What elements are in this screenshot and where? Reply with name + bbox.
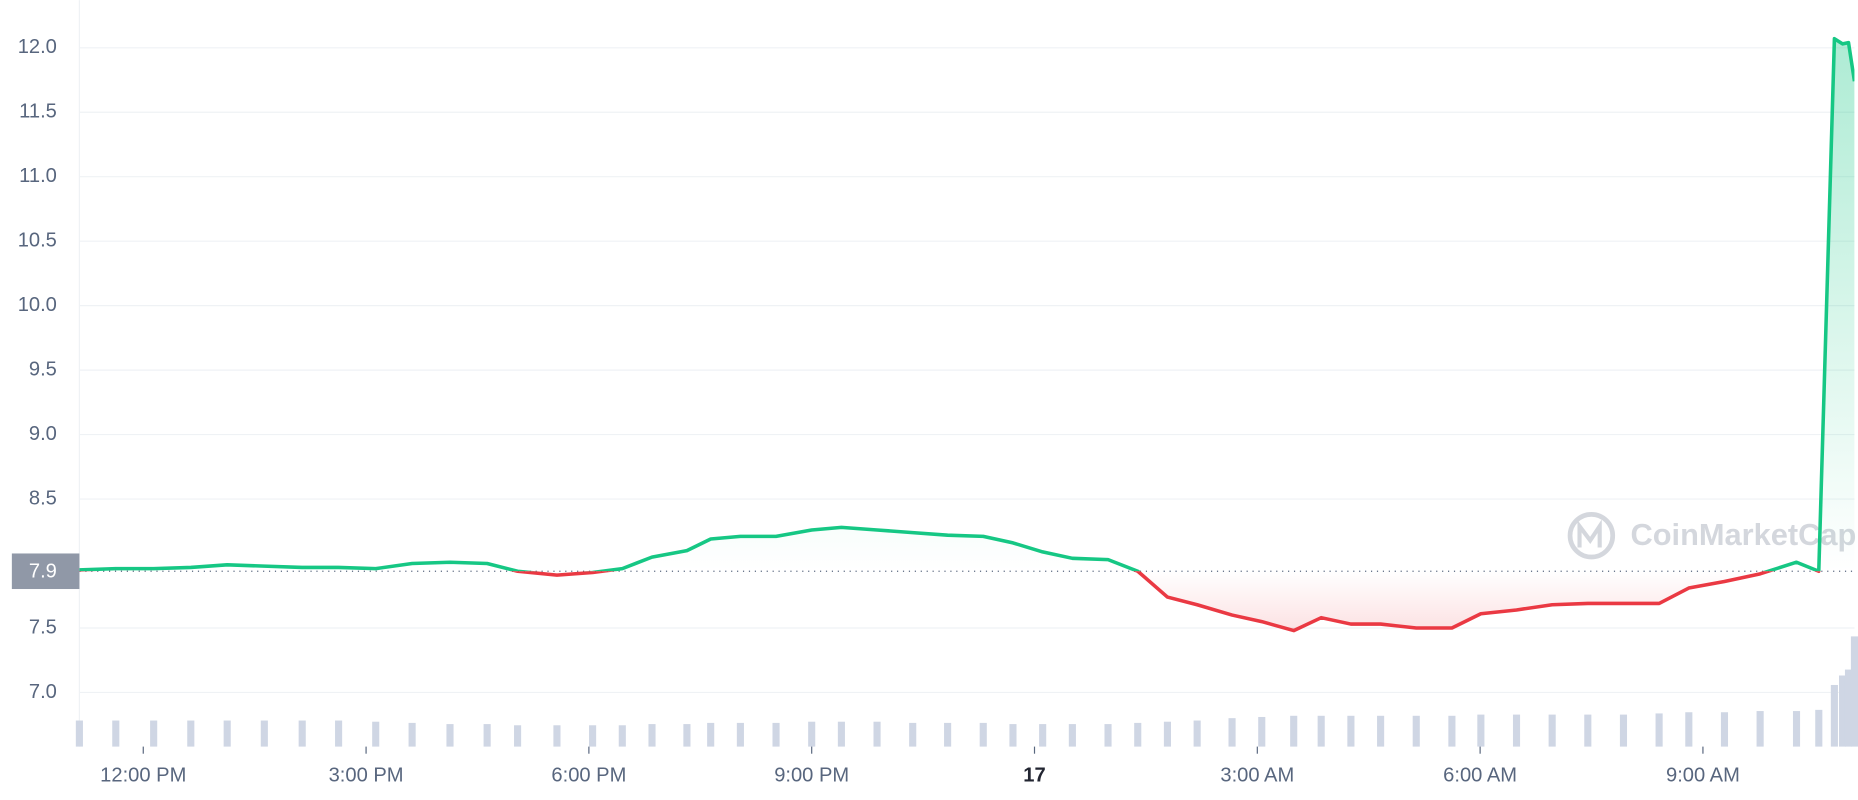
baseline-label-box <box>11 553 80 590</box>
watermark: CoinMarketCap <box>1567 511 1856 560</box>
volume-bar <box>648 724 656 747</box>
volume-bar <box>944 722 952 747</box>
volume-bar <box>1163 721 1172 747</box>
volume-bar <box>683 724 691 747</box>
x-tick-label: 3:00 AM <box>1220 765 1294 787</box>
volume-bar <box>112 720 120 747</box>
volume-bar <box>1228 718 1236 747</box>
volume-bar <box>1009 724 1017 747</box>
volume-bar <box>618 725 626 747</box>
volume-bar <box>335 720 343 747</box>
y-tick-label: 10.0 <box>18 294 57 316</box>
y-tick-label: 9.0 <box>29 423 57 445</box>
volume-bar <box>1104 724 1112 747</box>
volume-bar <box>837 721 845 747</box>
area-up <box>79 38 1855 572</box>
volume-bar <box>1792 711 1801 747</box>
volume-bar <box>1347 715 1355 747</box>
volume-bar <box>1193 720 1201 747</box>
volume-bar <box>1448 715 1456 747</box>
volume-bar <box>772 722 780 747</box>
volume-bar <box>1850 636 1858 747</box>
y-tick-label: 11.0 <box>19 165 57 187</box>
y-tick-label: 7.0 <box>29 681 57 703</box>
volume-bar <box>707 722 715 747</box>
x-tick-label: 9:00 PM <box>774 765 849 787</box>
volume-bar <box>408 722 416 747</box>
y-tick-label: 12.0 <box>18 36 57 58</box>
volume-bar <box>1412 715 1420 747</box>
volume-bar <box>1512 714 1521 747</box>
volume-bar <box>873 721 881 747</box>
watermark-logo-mark <box>1577 519 1602 548</box>
price-line-down <box>79 571 1821 633</box>
volume-bar <box>979 722 987 747</box>
volume-bar <box>446 724 454 747</box>
volume-bar <box>1377 715 1385 747</box>
volume-bar <box>1039 724 1047 747</box>
y-tick-label: 10.5 <box>18 229 57 251</box>
x-tick-label: 3:00 PM <box>329 765 404 787</box>
volume-bar <box>1548 714 1556 747</box>
volume-bar <box>1258 716 1266 747</box>
volume-bar <box>298 720 306 747</box>
x-tick-label: 12:00 PM <box>100 765 186 787</box>
volume-bar <box>1655 713 1663 747</box>
volume-bar <box>260 720 268 747</box>
volume-bar <box>1068 724 1076 747</box>
x-tick-label: 17 <box>1023 765 1045 787</box>
volume-bar <box>808 721 816 747</box>
y-tick-label: 11.5 <box>19 101 57 123</box>
volume-bar <box>1619 714 1628 747</box>
volume-bar <box>1290 715 1298 747</box>
area-down <box>79 571 1855 631</box>
y-tick-label: 8.5 <box>29 487 57 509</box>
volume-bar <box>553 725 561 747</box>
x-tick-label: 6:00 AM <box>1443 765 1517 787</box>
price-line-up <box>79 36 1855 572</box>
watermark-logo <box>1567 511 1616 560</box>
volume-bar <box>909 722 917 747</box>
volume-bar <box>1317 715 1325 747</box>
y-tick-label: 7.5 <box>29 616 57 638</box>
volume-bar <box>372 721 380 747</box>
x-tick-label: 6:00 PM <box>551 765 626 787</box>
volume-bar <box>1815 709 1823 747</box>
volume-bar <box>589 725 597 747</box>
volume-bar <box>736 722 744 747</box>
volume-bar <box>1685 712 1693 747</box>
volume-bar <box>150 720 158 747</box>
volume-bar <box>1720 712 1729 747</box>
volume-bar <box>514 725 522 747</box>
x-tick-label: 9:00 AM <box>1666 765 1740 787</box>
baseline-label: 7.9 <box>29 561 57 583</box>
volume-bar <box>483 724 491 747</box>
volume-bar <box>1844 669 1853 747</box>
volume-bar <box>187 720 195 747</box>
volume-bar <box>223 720 231 747</box>
volume-bar <box>1134 722 1142 747</box>
volume-bar <box>1584 714 1592 747</box>
volume-bar <box>1839 675 1847 747</box>
y-tick-label: 9.5 <box>29 358 57 380</box>
volume-bar <box>1756 711 1764 747</box>
volume-bar <box>1477 714 1485 747</box>
volume-bar <box>1830 684 1838 747</box>
volume-bar <box>75 720 83 747</box>
